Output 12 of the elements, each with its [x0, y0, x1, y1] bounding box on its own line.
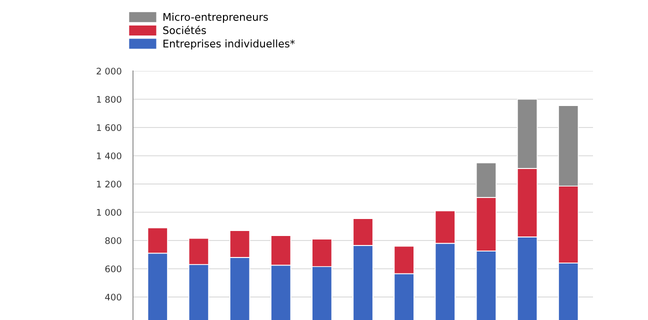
- y-tick-label: 800: [105, 237, 122, 244]
- y-tick-label: 1 400: [97, 152, 122, 160]
- y-tick-label: 600: [105, 265, 122, 272]
- y-tick-label: 1 000: [97, 208, 122, 216]
- y-tick-label: 2 000: [96, 68, 122, 75]
- y-tick-label: 1 800: [97, 96, 122, 103]
- y-tick-label: 1 600: [97, 124, 122, 132]
- y-tick-label: 1 200: [97, 180, 122, 188]
- legend-label: Micro-entrepreneurs: [164, 12, 268, 23]
- legend-label: Entreprises individuelles*: [164, 39, 295, 50]
- legend-label: Sociétés: [163, 26, 206, 34]
- y-tick-label: 400: [105, 294, 122, 301]
